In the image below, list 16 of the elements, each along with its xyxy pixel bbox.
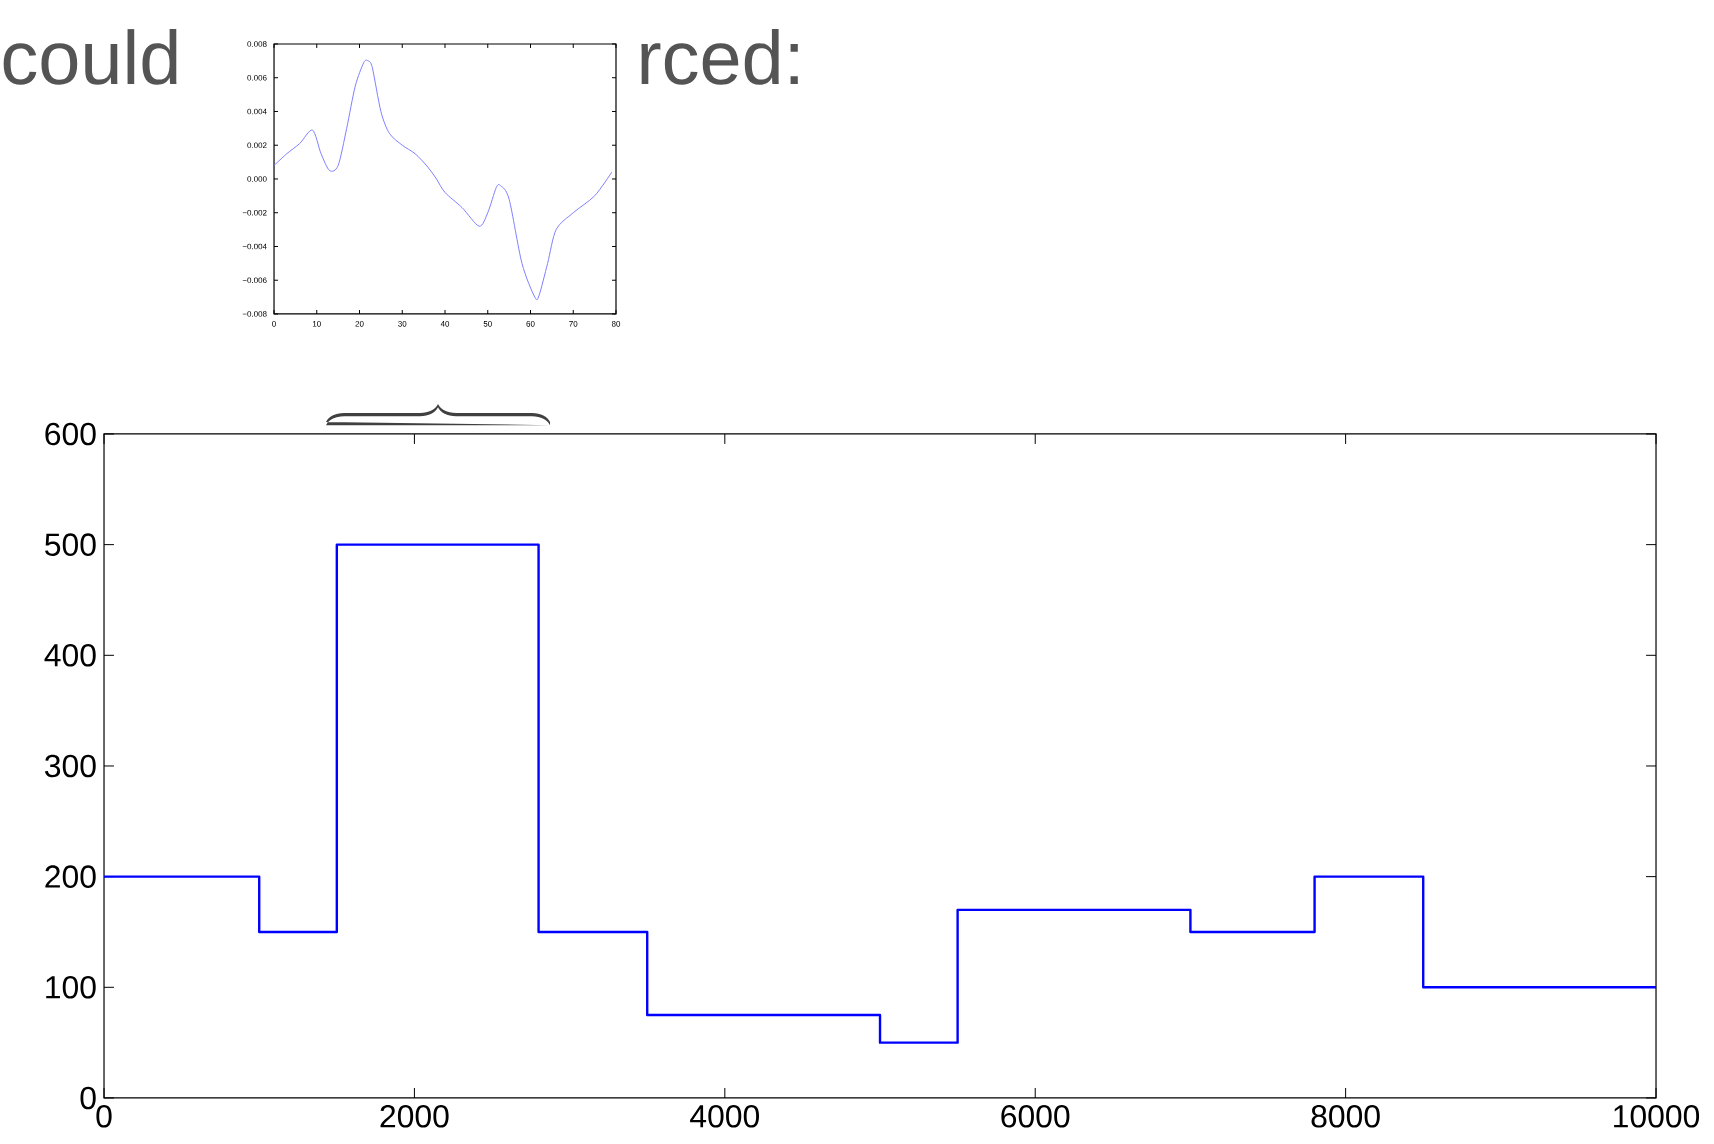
x-tick-label: 8000: [1311, 1105, 1380, 1128]
y-tick-label: 100: [46, 976, 96, 999]
y-tick-label: 300: [45, 754, 96, 778]
text: rced:: [641, 29, 798, 85]
x-tick-label: 0: [96, 1105, 112, 1128]
x-tick-label: 4000: [690, 1105, 759, 1128]
y-tick-label: 500: [45, 533, 96, 556]
y-tick-label: 600: [45, 422, 96, 446]
x-tick-label: 2000: [380, 1105, 449, 1128]
x-tick-label: 6000: [1001, 1105, 1070, 1128]
y-tick-label: 0: [80, 1086, 96, 1110]
text: could: [3, 29, 177, 85]
y-tick-label: 200: [45, 865, 96, 888]
line-series: [274, 60, 613, 298]
y-tick-label: 400: [44, 644, 96, 667]
x-tick-label: 10000: [1614, 1105, 1700, 1128]
